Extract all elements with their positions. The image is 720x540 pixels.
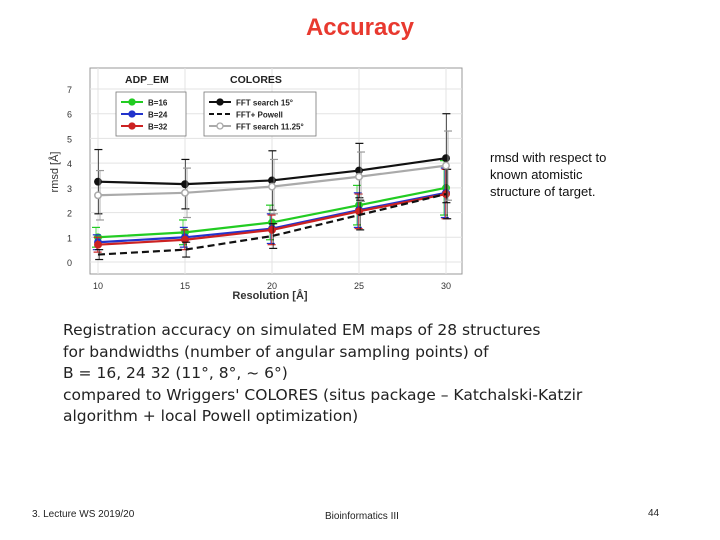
footer-course: Bioinformatics III — [325, 511, 399, 522]
y-tick-label: 2 — [67, 209, 72, 219]
series-line — [97, 192, 447, 256]
data-point — [181, 235, 189, 244]
legend-label: FFT+ Powell — [236, 111, 283, 120]
y-tick-label: 1 — [67, 233, 72, 243]
legend-swatch-marker — [216, 122, 224, 130]
y-tick-label: 3 — [67, 184, 72, 194]
y-tick-label: 0 — [67, 258, 72, 268]
legend-group-title: ADP_EM — [125, 74, 169, 86]
data-point — [268, 182, 276, 191]
series-layer — [92, 113, 452, 261]
x-tick-label: 10 — [93, 281, 103, 291]
caption-line: compared to Wriggers' COLORES (situs pac… — [63, 385, 583, 404]
rmsd-chart: 0 1 2 3 4 5 6 7 10 15 20 25 30 ADP_EM COLORES B=16 B=24… — [48, 67, 463, 302]
legend-label: B=24 — [148, 111, 168, 120]
legend-layer: ADP_EM COLORES B=16 B=24 B=32 FFT search 15° F… — [115, 74, 317, 137]
legend-label: FFT search 11.25° — [236, 123, 304, 132]
caption-line: for bandwidths (number of angular sampli… — [63, 342, 489, 361]
page-number: 44 — [648, 508, 660, 519]
data-point — [355, 172, 363, 181]
x-tick-label: 25 — [354, 281, 364, 291]
caption-line: algorithm + local Powell optimization) — [63, 407, 359, 425]
y-tick-label: 7 — [67, 85, 72, 95]
legend-swatch-marker — [128, 110, 136, 118]
figure-caption: Registration accuracy on simulated EM ma… — [63, 320, 583, 428]
y-axis-label: rmsd [Å] — [48, 152, 61, 193]
x-tick-label: 30 — [441, 281, 451, 291]
x-tick-label: 15 — [180, 281, 190, 291]
footer-lecture: 3. Lecture WS 2019/20 — [32, 509, 135, 520]
legend-swatch-marker — [128, 98, 136, 106]
side-note: rmsd with respect to known atomistic str… — [490, 149, 650, 200]
series-4 — [95, 168, 452, 261]
y-tick-label: 6 — [67, 110, 72, 120]
x-tick-label: 20 — [267, 281, 277, 291]
legend-swatch-marker — [128, 122, 136, 130]
data-point — [181, 188, 189, 197]
legend-group-title: COLORES — [230, 74, 282, 86]
data-point — [94, 240, 102, 249]
data-point — [442, 161, 450, 170]
caption-line: B = 16, 24 32 (11°, 8°, ~ 6°) — [63, 364, 288, 382]
caption-line: Registration accuracy on simulated EM ma… — [63, 321, 541, 339]
legend-box — [203, 91, 317, 137]
side-note-line: known atomistic — [490, 167, 583, 182]
data-point — [268, 225, 276, 234]
legend-label: B=32 — [148, 123, 168, 132]
side-note-line: structure of target. — [490, 184, 596, 199]
tick-layer: 0 1 2 3 4 5 6 7 10 15 20 25 30 — [67, 85, 451, 291]
legend-label: FFT search 15° — [236, 99, 293, 108]
side-note-line: rmsd with respect to — [490, 150, 607, 165]
legend-swatch-marker — [216, 98, 224, 106]
series-5 — [94, 130, 452, 221]
y-tick-label: 5 — [67, 134, 72, 144]
slide-title: Accuracy — [305, 14, 415, 41]
y-tick-label: 4 — [67, 159, 72, 169]
data-point — [94, 191, 102, 200]
legend-label: B=16 — [148, 99, 168, 108]
x-axis-label: Resolution [Å] — [232, 289, 307, 302]
